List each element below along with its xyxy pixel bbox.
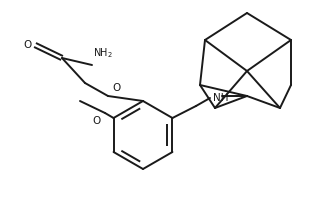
- Text: O: O: [93, 116, 101, 126]
- Text: O: O: [112, 83, 120, 93]
- Text: O: O: [24, 40, 32, 50]
- Text: NH: NH: [213, 93, 228, 103]
- Text: NH$_2$: NH$_2$: [93, 46, 113, 60]
